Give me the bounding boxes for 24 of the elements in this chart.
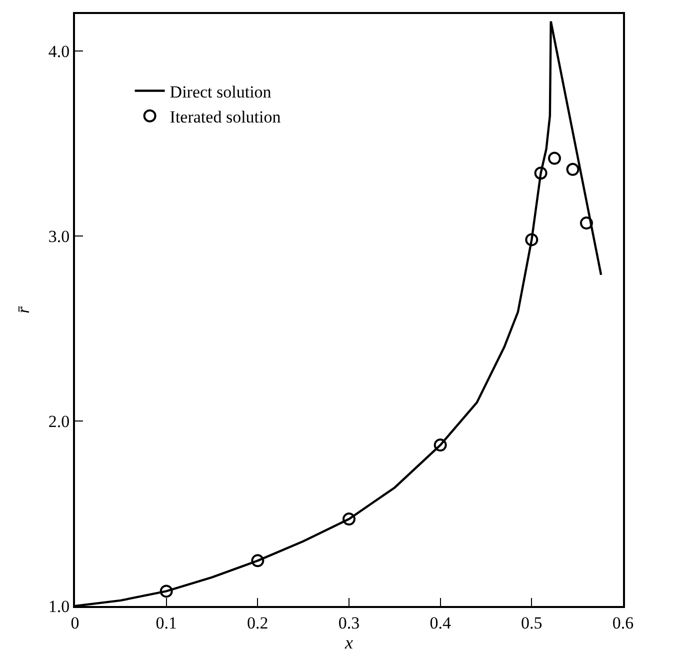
x-tick-label: 0.5 <box>521 613 542 632</box>
legend-label: Iterated solution <box>170 107 282 126</box>
y-tick-label: 1.0 <box>48 596 70 616</box>
point <box>251 554 264 568</box>
point <box>160 584 173 598</box>
point <box>566 162 580 176</box>
point <box>580 216 593 230</box>
point <box>342 512 356 526</box>
y-tick-label: 3.0 <box>48 226 70 246</box>
y-tick-label: 2.0 <box>48 412 70 431</box>
x-axis-title: x <box>344 632 353 652</box>
x-tick-label: 0.1 <box>156 613 177 632</box>
point <box>548 152 561 165</box>
x-tick-label: 0.4 <box>430 613 452 632</box>
x-tick-label: 0.6 <box>612 613 634 632</box>
point <box>525 233 538 246</box>
x-tick-label: 0.2 <box>247 613 268 632</box>
y-axis-title: r̄ <box>13 306 34 314</box>
y-tick-label: 4.0 <box>48 42 70 61</box>
point <box>534 166 548 180</box>
x-tick-label: 0.3 <box>338 613 360 632</box>
point <box>434 438 447 452</box>
legend-label: Direct solution <box>170 82 272 102</box>
x-tick-label: 0 <box>70 613 80 632</box>
